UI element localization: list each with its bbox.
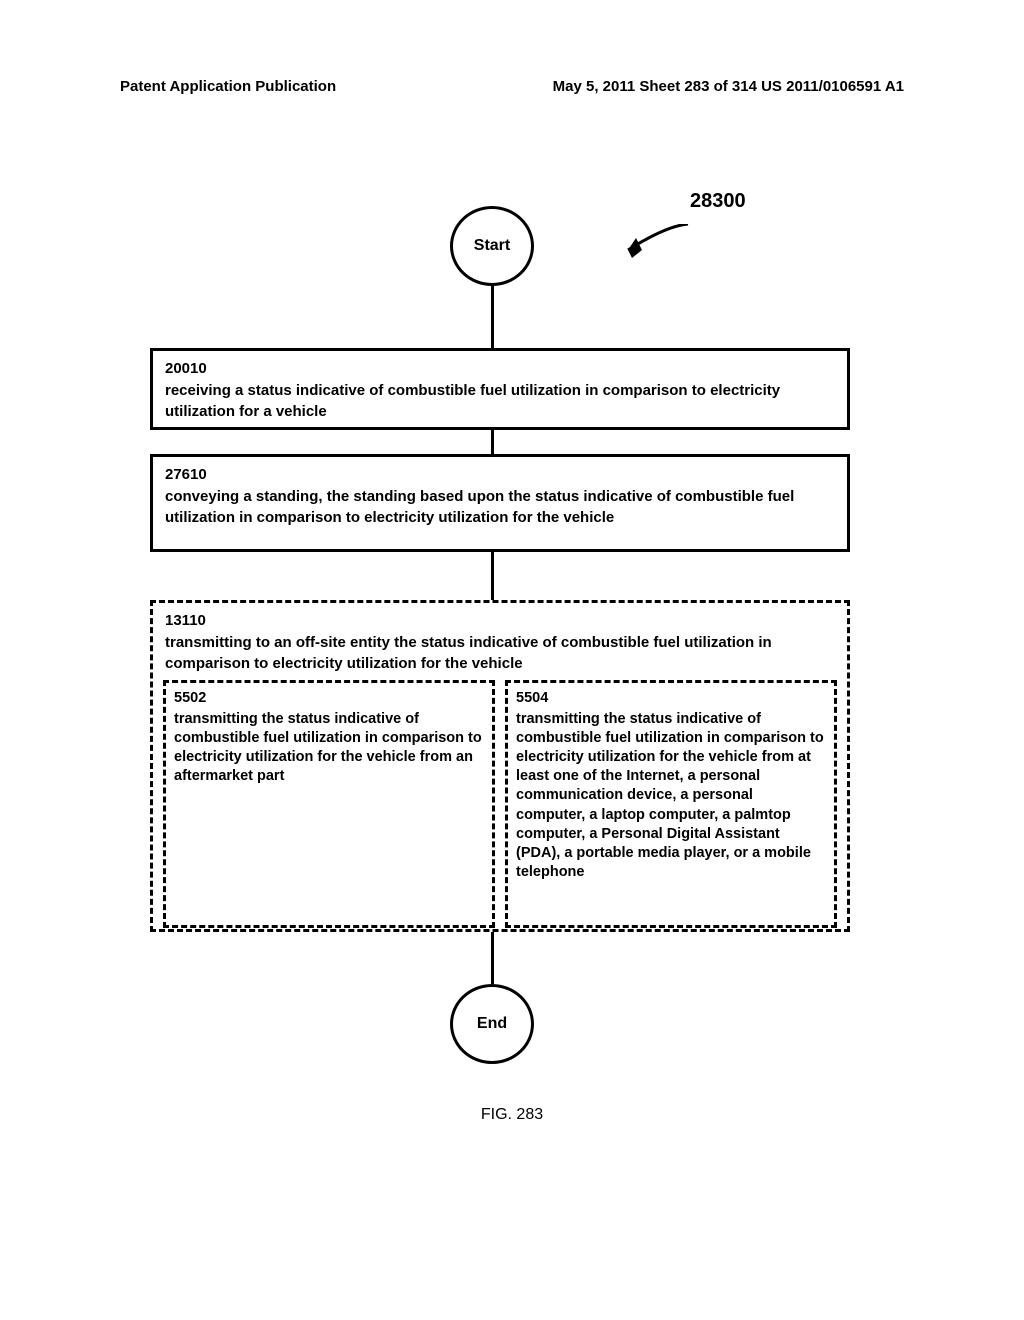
step-text: transmitting the status indicative of co…: [174, 711, 482, 784]
start-label: Start: [474, 237, 510, 255]
step-27610: 27610 conveying a standing, the standing…: [150, 454, 850, 552]
connector: [491, 430, 494, 454]
step-13110: 13110 transmitting to an off-site entity…: [150, 600, 850, 932]
step-text: transmitting to an off-site entity the s…: [165, 634, 772, 671]
step-num: 27610: [165, 465, 835, 485]
header-left: Patent Application Publication: [120, 78, 336, 95]
end-terminal: End: [450, 984, 534, 1064]
step-num: 5504: [516, 689, 826, 708]
step-text: transmitting the status indicative of co…: [516, 711, 824, 880]
step-20010: 20010 receiving a status indicative of c…: [150, 348, 850, 430]
connector: [491, 552, 494, 600]
reference-number: 28300: [690, 190, 746, 213]
step-num: 20010: [165, 359, 835, 379]
step-text: conveying a standing, the standing based…: [165, 488, 794, 525]
flowchart: 28300 Start 20010 receiving a status ind…: [150, 200, 874, 1100]
substeps-row: 5502 transmitting the status indicative …: [161, 680, 839, 928]
page: Patent Application Publication May 5, 20…: [0, 0, 1024, 1320]
step-text: receiving a status indicative of combust…: [165, 382, 780, 419]
header-right: May 5, 2011 Sheet 283 of 314 US 2011/010…: [553, 78, 904, 95]
step-header: 13110 transmitting to an off-site entity…: [161, 611, 839, 680]
arrow-icon: [606, 224, 696, 266]
step-num: 5502: [174, 689, 484, 708]
start-terminal: Start: [450, 206, 534, 286]
step-5504: 5504 transmitting the status indicative …: [505, 680, 837, 928]
connector: [491, 286, 494, 348]
figure-label: FIG. 283: [0, 1106, 1024, 1124]
connector: [491, 932, 494, 984]
step-num: 13110: [165, 611, 835, 631]
end-label: End: [477, 1015, 507, 1033]
step-5502: 5502 transmitting the status indicative …: [163, 680, 495, 928]
